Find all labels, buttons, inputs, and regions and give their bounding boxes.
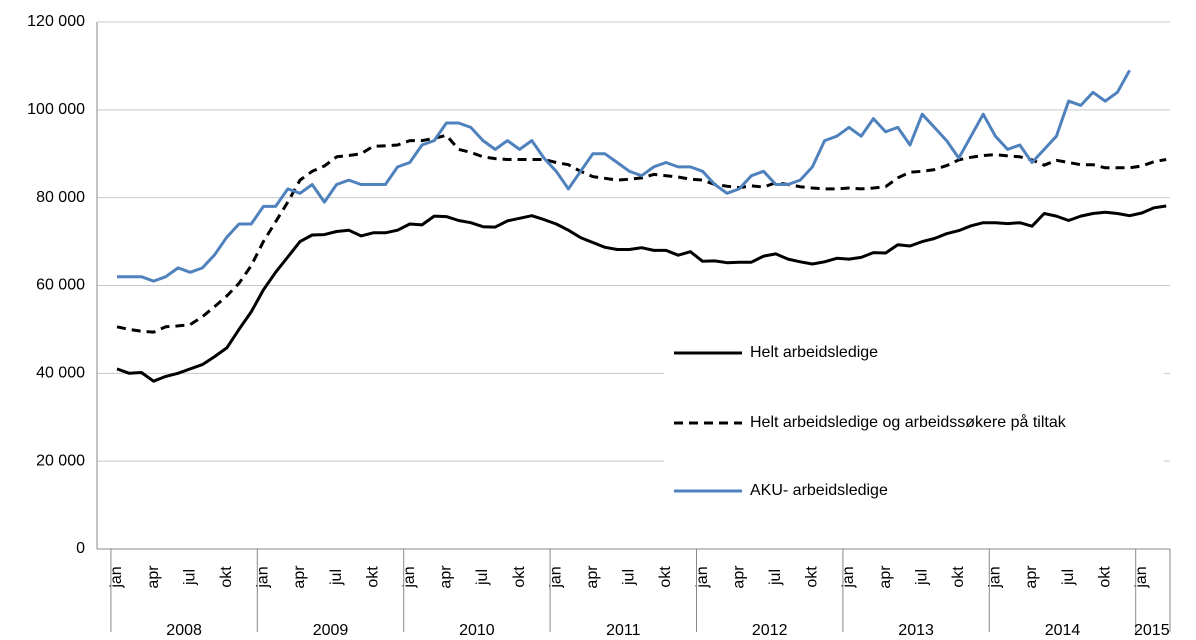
legend-background (664, 336, 1164, 516)
legend-item: Helt arbeidsledige og arbeidssøkere på t… (672, 412, 1142, 434)
legend-item: AKU- arbeidsledige (672, 480, 1142, 502)
x-tick-label: jul (1060, 569, 1077, 586)
x-tick-label: apr (145, 565, 162, 589)
y-tick-label: 20 000 (36, 452, 85, 469)
y-tick-label: 100 000 (27, 101, 85, 118)
x-tick-label: apr (1023, 565, 1040, 589)
y-tick-label: 0 (76, 540, 85, 557)
year-label: 2010 (459, 622, 495, 639)
x-tick-label: jan (108, 566, 125, 588)
x-tick-label: jan (987, 566, 1004, 588)
x-tick-label: jan (694, 566, 711, 588)
x-tick-label: okt (950, 566, 967, 588)
series-line (116, 204, 1167, 383)
x-tick-label: jul (621, 569, 638, 586)
year-label: 2009 (313, 622, 349, 639)
x-tick-label: apr (877, 565, 894, 589)
legend-label: Helt arbeidsledige og arbeidssøkere på t… (750, 414, 1066, 431)
x-tick-label: jul (181, 569, 198, 586)
x-tick-label: okt (218, 566, 235, 588)
year-label: 2008 (166, 622, 202, 639)
year-label: 2015 (1134, 622, 1170, 639)
x-tick-label: jan (1133, 566, 1150, 588)
x-tick-label: okt (364, 566, 381, 588)
year-label: 2014 (1045, 622, 1081, 639)
year-label: 2012 (752, 622, 788, 639)
y-tick-label: 60 000 (36, 277, 85, 294)
x-tick-label: jan (401, 566, 418, 588)
x-tick-label: jul (767, 569, 784, 586)
legend-label: Helt arbeidsledige (750, 344, 879, 361)
x-tick-label: okt (511, 566, 528, 588)
x-tick-label: jul (328, 569, 345, 586)
x-tick-label: okt (1096, 566, 1113, 588)
x-tick-label: okt (657, 566, 674, 588)
x-tick-label: apr (291, 565, 308, 589)
x-tick-label: jan (840, 566, 857, 588)
series-line (116, 133, 1167, 334)
x-tick-label: apr (438, 565, 455, 589)
year-label: 2013 (898, 622, 934, 639)
y-tick-label: 40 000 (36, 365, 85, 382)
x-tick-label: jan (255, 566, 272, 588)
x-tick-label: apr (730, 565, 747, 589)
y-tick-label: 80 000 (36, 189, 85, 206)
x-tick-label: apr (584, 565, 601, 589)
x-tick-label: jul (474, 569, 491, 586)
y-tick-label: 120 000 (27, 13, 85, 30)
legend-label: AKU- arbeidsledige (750, 482, 888, 499)
x-tick-label: jan (547, 566, 564, 588)
year-label: 2011 (606, 622, 641, 639)
legend-swatch (674, 351, 742, 355)
legend-item: Helt arbeidsledige (672, 342, 1142, 364)
x-tick-label: jul (913, 569, 930, 586)
legend-swatch (674, 489, 742, 493)
series-line (117, 69, 1131, 283)
legend-swatch (674, 421, 742, 425)
x-tick-label: okt (804, 566, 821, 588)
